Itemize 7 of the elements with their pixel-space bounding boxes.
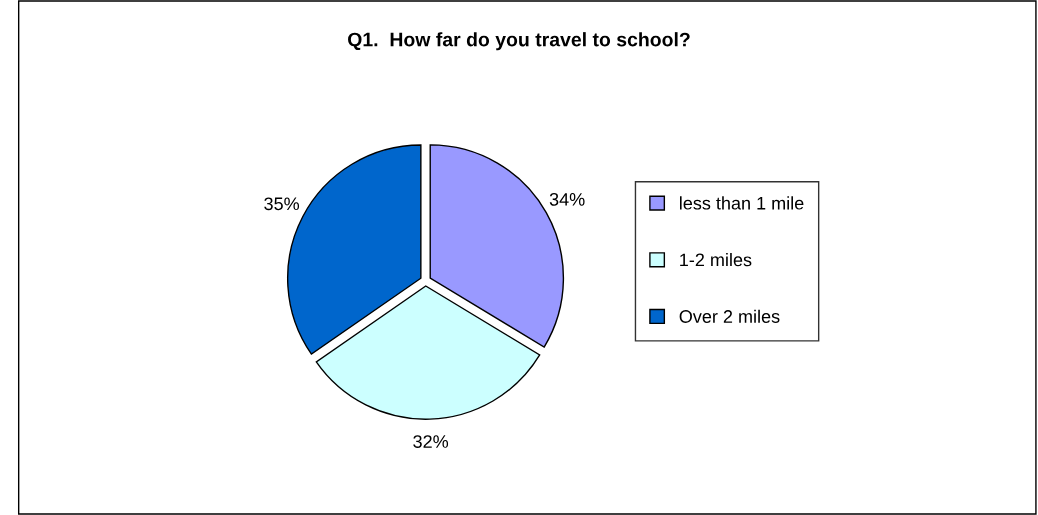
legend-label: Over 2 miles	[679, 309, 780, 323]
legend-label: less than 1 mile	[680, 196, 804, 210]
legend-label: 1-2 miles	[680, 252, 752, 267]
data-label: 35%	[264, 197, 300, 211]
chart-title: Q1. How far do you travel to school?	[348, 32, 690, 51]
data-label: 32%	[413, 435, 449, 448]
data-label: 34%	[549, 192, 585, 206]
